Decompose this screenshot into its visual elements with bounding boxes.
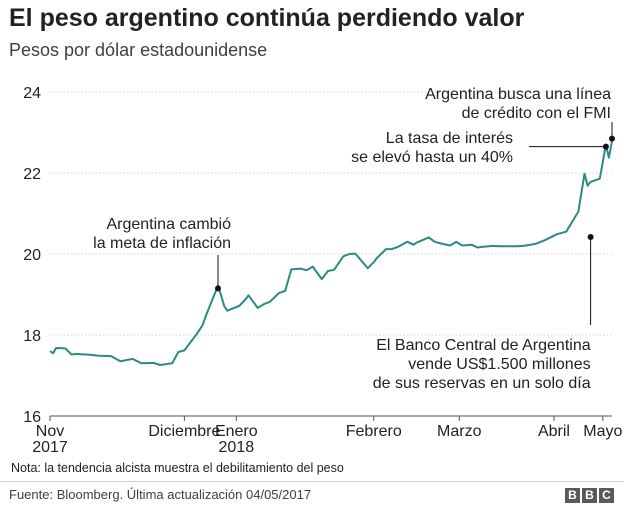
grid-lines [50, 91, 612, 336]
series-layer [49, 140, 613, 366]
annotation-label-rate: La tasa de interés se elevó hasta un 40% [351, 130, 513, 166]
y-tick-label: 24 [23, 85, 41, 102]
annotation-label-imf: Argentina busca una línea de crédito con … [425, 86, 611, 122]
series-line-peso-usd [49, 140, 613, 366]
x-tick-label-line: Abril [538, 423, 570, 440]
x-tick-label: Marzo [437, 423, 482, 440]
y-tick-label: 18 [23, 328, 41, 345]
x-tick-label: Febrero [346, 423, 402, 440]
annotation-label-central-bank-line: de sus reservas en un solo día [373, 375, 591, 392]
annotations: Argentina cambió la meta de inflación La t… [93, 86, 615, 392]
annotation-label-inflation-line: Argentina cambió [106, 216, 231, 233]
x-tick-label-line: 2018 [219, 439, 255, 456]
x-tick-label-line: Mayo [583, 423, 622, 440]
y-axis-tick-labels: 16 18 20 22 24 [23, 85, 41, 426]
x-tick-label-line: Marzo [437, 423, 482, 440]
bbc-logo-letter-b2: B [582, 488, 597, 503]
x-tick-label-line: Nov [36, 423, 64, 440]
annotation-label-central-bank-line: El Banco Central de Argentina [376, 337, 590, 354]
footer-divider [0, 481, 624, 482]
source-credit: Fuente: Bloomberg. Última actualización … [9, 487, 312, 502]
annotation-label-inflation: Argentina cambió la meta de inflación [93, 216, 231, 252]
bbc-logo-letter-c: C [599, 488, 614, 503]
x-tick-label: Mayo [583, 423, 622, 440]
chart-title: El peso argentino continúa perdiendo val… [9, 4, 525, 32]
chart-subtitle: Pesos por dólar estadounidense [9, 40, 268, 60]
annotation-label-inflation-line: la meta de inflación [93, 235, 231, 252]
annotation-label-rate-line: se elevó hasta un 40% [351, 149, 513, 166]
x-tick-label-line: Diciembre [148, 423, 220, 440]
annotation-label-central-bank-line: vende US$1.500 millones [408, 356, 590, 373]
y-tick-label: 16 [23, 409, 41, 426]
x-tick-label: Abril [538, 423, 570, 440]
x-tick-label-line: 2017 [32, 439, 68, 456]
annotation-label-imf-line: Argentina busca una línea [425, 86, 611, 103]
annotation-marker-inflation [214, 285, 221, 292]
bbc-logo-letter-b1: B [565, 488, 580, 503]
x-tick-label: Diciembre [148, 423, 220, 440]
annotation-label-central-bank: El Banco Central de Argentina vende US$1.… [373, 337, 591, 392]
annotation-label-imf-line: de crédito con el FMI [462, 105, 611, 122]
y-tick-label: 20 [23, 247, 41, 264]
x-tick-label: Nov 2017 [32, 423, 68, 456]
annotation-label-rate-line: La tasa de interés [386, 130, 513, 147]
x-tick-label-line: Febrero [346, 423, 402, 440]
annotation-marker-central-bank [587, 233, 594, 240]
x-tick-label: Enero 2018 [215, 423, 258, 456]
y-tick-label: 22 [23, 166, 41, 183]
chart-note: Nota: la tendencia alcista muestra el de… [11, 461, 344, 475]
annotation-marker-rate [602, 143, 609, 150]
annotation-marker-imf [609, 135, 615, 142]
x-tick-label-line: Enero [215, 423, 258, 440]
bbc-logo: B B C [565, 488, 614, 503]
x-axis [49, 415, 612, 421]
